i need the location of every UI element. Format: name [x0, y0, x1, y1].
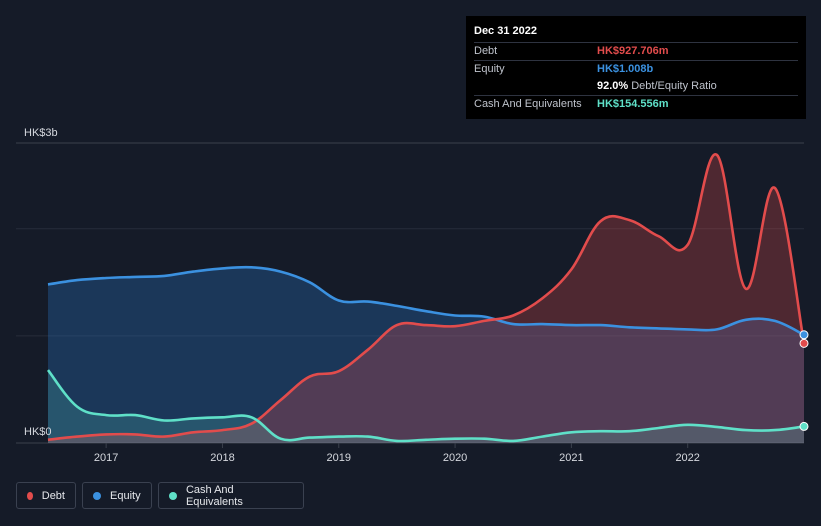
legend-item-cash[interactable]: Cash And Equivalents: [158, 482, 304, 509]
tooltip-ratio-value: 92.0%: [597, 80, 629, 92]
x-tick-label: 2017: [94, 452, 118, 464]
tooltip-equity-value: HK$1.008b: [597, 63, 654, 75]
debt-area: [48, 154, 804, 443]
legend-debt-label: Debt: [41, 489, 65, 502]
tooltip-ratio: 92.0% Debt/Equity Ratio: [597, 78, 717, 94]
cash-end-point: [799, 421, 809, 431]
legend-item-debt[interactable]: Debt: [16, 482, 76, 509]
y-axis-bottom-label: HK$0: [24, 426, 52, 438]
x-tick-label: 2018: [210, 452, 234, 464]
equity-end-point: [799, 330, 809, 340]
equity-line: [47, 265, 805, 336]
x-tick-label: 2020: [443, 452, 467, 464]
tooltip-equity-label: Equity: [474, 63, 505, 75]
x-tick-label: 2022: [675, 452, 699, 464]
equity-area: [48, 267, 804, 443]
tooltip-cash-value: HK$154.556m: [597, 98, 669, 110]
tooltip-debt-label: Debt: [474, 45, 498, 57]
equity-legend-dot-icon: [93, 491, 101, 500]
debt-line: [47, 153, 806, 442]
debt-legend-dot-icon: [27, 491, 33, 500]
tooltip-row-debt: Debt HK$927.706m: [474, 42, 798, 60]
tooltip-date: Dec 31 2022: [474, 25, 537, 37]
legend-cash-label: Cash And Equivalents: [185, 483, 243, 508]
cash-area: [48, 370, 804, 443]
x-axis-ticks: 2017 2018 2019 2020 2021 2022: [94, 443, 700, 464]
tooltip-row-ratio: 92.0% Debt/Equity Ratio: [474, 78, 798, 95]
cash-legend-dot-icon: [169, 491, 177, 500]
tooltip-panel: Dec 31 2022 Debt HK$927.706m Equity HK$1…: [466, 16, 806, 119]
tooltip-ratio-label: Debt/Equity Ratio: [631, 80, 717, 92]
y-axis-top-label: HK$3b: [24, 127, 58, 139]
chart-areas: [48, 154, 804, 443]
chart-gridlines: [16, 142, 804, 444]
debt-end-point: [799, 338, 809, 348]
x-tick-label: 2021: [559, 452, 583, 464]
chart-lines: [46, 153, 806, 443]
tooltip-debt-value: HK$927.706m: [597, 45, 669, 57]
chart-end-markers: [799, 330, 809, 431]
tooltip-cash-label: Cash And Equivalents: [474, 98, 582, 110]
tooltip-row-equity: Equity HK$1.008b: [474, 60, 798, 78]
x-tick-label: 2019: [327, 452, 351, 464]
tooltip-row-cash: Cash And Equivalents HK$154.556m: [474, 95, 798, 113]
legend-item-equity[interactable]: Equity: [82, 482, 152, 509]
cash-line: [46, 369, 805, 443]
legend-equity-label: Equity: [110, 489, 141, 502]
